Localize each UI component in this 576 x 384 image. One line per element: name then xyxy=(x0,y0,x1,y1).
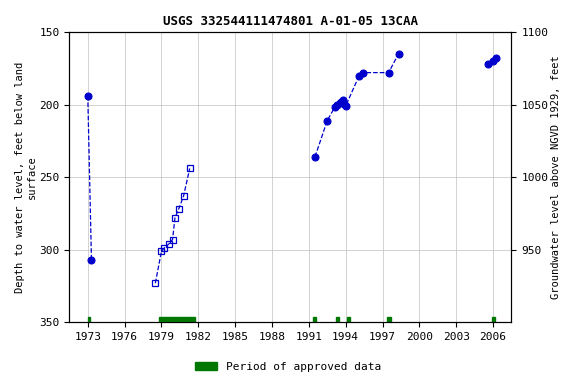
Bar xyxy=(388,316,391,323)
Legend: Period of approved data: Period of approved data xyxy=(191,358,385,377)
Title: USGS 332544111474801 A-01-05 13CAA: USGS 332544111474801 A-01-05 13CAA xyxy=(163,15,418,28)
Bar xyxy=(492,316,495,323)
Bar xyxy=(336,316,339,323)
Bar xyxy=(88,316,90,323)
Bar xyxy=(347,316,350,323)
Y-axis label: Depth to water level, feet below land
surface: Depth to water level, feet below land su… xyxy=(15,61,37,293)
Bar xyxy=(159,316,195,323)
Bar xyxy=(313,316,316,323)
Y-axis label: Groundwater level above NGVD 1929, feet: Groundwater level above NGVD 1929, feet xyxy=(551,55,561,299)
